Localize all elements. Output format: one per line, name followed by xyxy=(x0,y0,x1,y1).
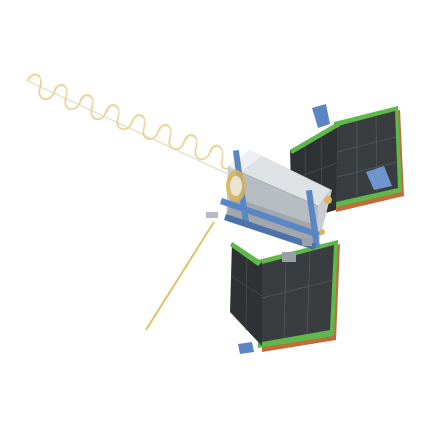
rod-antenna xyxy=(145,221,216,331)
satellite-bus xyxy=(220,149,332,250)
helical-antenna xyxy=(25,73,237,177)
hinge-fixtures xyxy=(206,104,392,354)
solar-panel-lower xyxy=(230,240,340,352)
